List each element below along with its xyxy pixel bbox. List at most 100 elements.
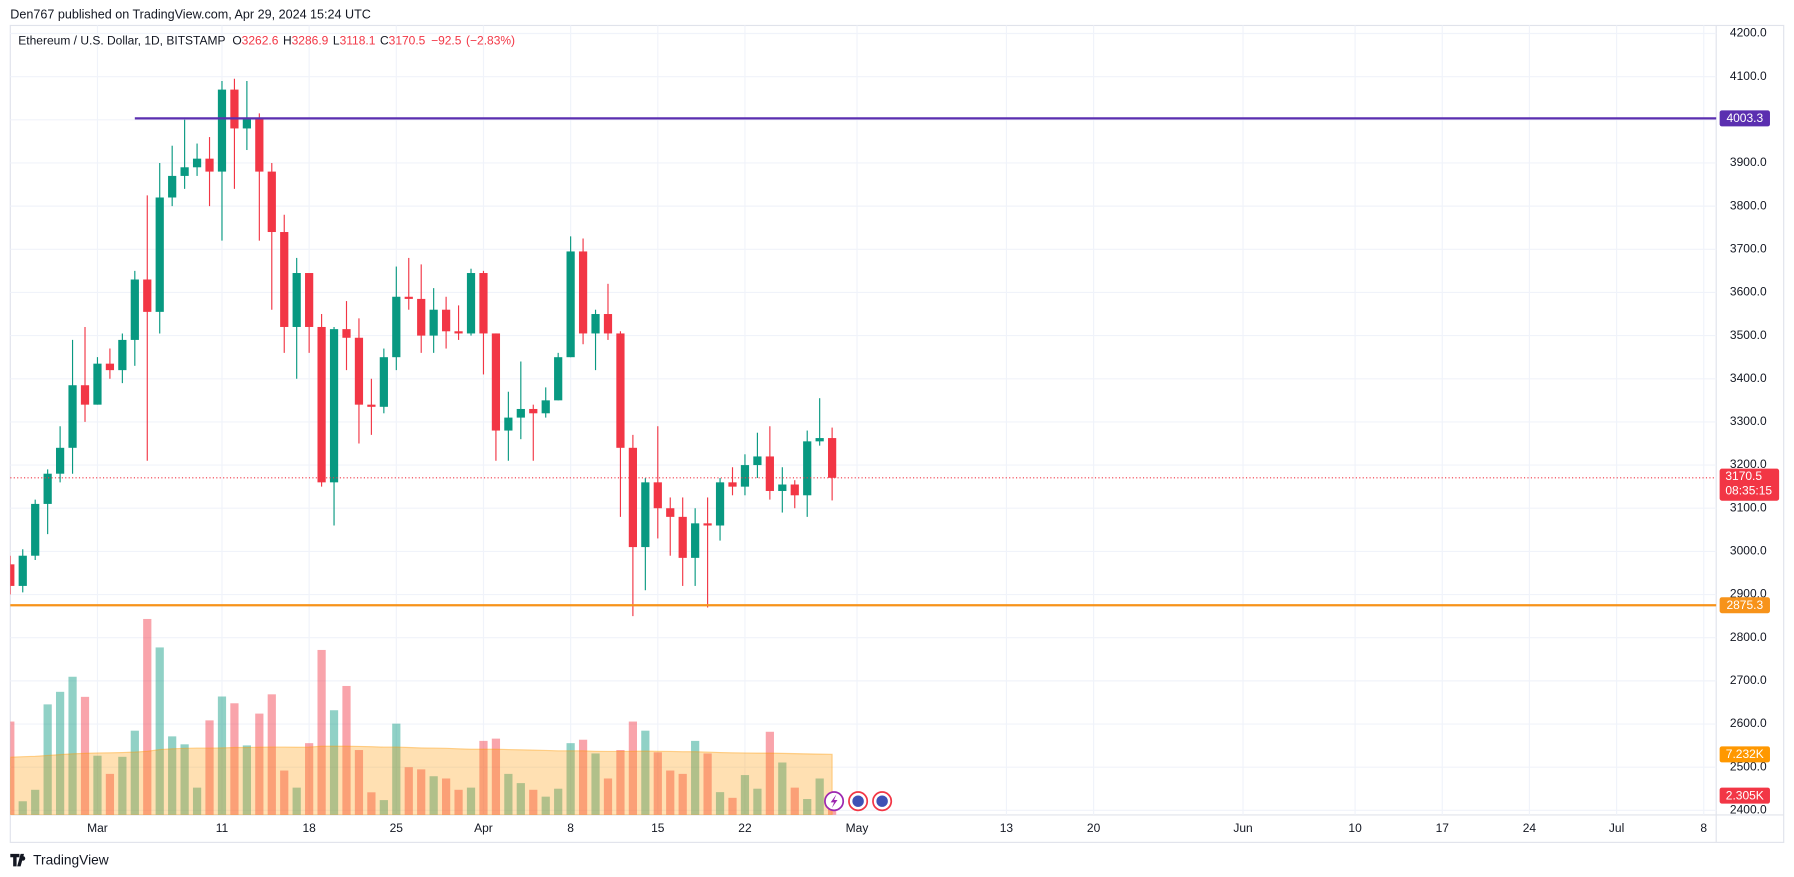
volume-bar	[529, 789, 538, 815]
volume-bar	[591, 753, 600, 815]
candle-body	[68, 385, 77, 448]
volume-bar	[653, 752, 662, 815]
x-tick-label: 15	[651, 821, 665, 835]
volume-bar	[255, 713, 264, 815]
volume-bar	[578, 739, 588, 815]
logo[interactable]	[10, 853, 26, 867]
candle-body	[691, 523, 700, 558]
y-tick-label: 2400.0	[1730, 803, 1767, 817]
countdown: 08:35:15	[1725, 484, 1772, 498]
overlays: 4003.3 2875.3 3170.508:35:15 7.232K 2.305K	[10, 110, 1780, 804]
volume-bar	[317, 649, 326, 815]
volume-bar	[728, 797, 737, 815]
candle-body	[491, 333, 501, 431]
legend-value: 3262.6	[242, 34, 279, 48]
y-tick-label: 2800.0	[1730, 630, 1767, 644]
x-tick-label: 8	[1700, 821, 1707, 835]
y-tick-label: 2700.0	[1730, 673, 1767, 687]
volume-bar	[491, 738, 501, 815]
candle-body	[529, 408, 538, 414]
candle-body	[379, 357, 388, 407]
volume-bar	[180, 744, 189, 815]
volume-bar	[616, 750, 625, 815]
candle-body	[753, 456, 762, 466]
candle-body	[143, 279, 152, 312]
legend-letter: H	[283, 34, 292, 48]
volume-bar	[417, 769, 426, 815]
candle-body	[317, 326, 326, 483]
x-tick-label: 13	[1000, 821, 1014, 835]
volume-bar	[554, 788, 563, 815]
level-label-box	[1719, 597, 1770, 614]
candle-body	[803, 441, 812, 496]
y-tick-label: 4200.0	[1730, 26, 1767, 40]
volume-bar	[217, 696, 227, 815]
volume-bar	[43, 704, 52, 815]
volume-bar	[143, 618, 152, 815]
candle-body	[715, 482, 725, 526]
legend-letter: O	[232, 34, 241, 48]
candle-body	[55, 447, 65, 474]
candle-body	[205, 158, 214, 172]
candle-body	[155, 197, 164, 312]
x-tick-label: 25	[390, 821, 404, 835]
volume-bar	[404, 767, 413, 815]
legend: Ethereum / U.S. Dollar, 1D, BITSTAMP O326…	[18, 34, 515, 48]
frame	[9, 24, 1785, 843]
legend-value: 3118.1	[340, 34, 376, 48]
candle-body	[255, 117, 264, 172]
y-tick-label: 3100.0	[1730, 500, 1767, 514]
candle-body	[628, 447, 637, 548]
volume-bar	[192, 787, 202, 815]
volume-bar	[641, 730, 650, 815]
candle-body	[367, 404, 376, 407]
last-price-box	[1719, 468, 1780, 501]
candle-body	[653, 482, 662, 509]
y-tick-label: 3900.0	[1730, 155, 1767, 169]
volume-bar	[691, 740, 700, 815]
volume-pane	[10, 618, 837, 815]
volume-bar	[703, 753, 712, 815]
x-tick-label: Mar	[87, 821, 108, 835]
volume-bar	[778, 762, 787, 815]
y-tick-label: 3400.0	[1730, 371, 1767, 385]
candle-body	[728, 482, 737, 487]
candle-body	[740, 465, 750, 487]
legend-letter: L	[333, 34, 340, 48]
x-tick-label: 18	[302, 821, 316, 835]
y-tick-label: 3600.0	[1730, 285, 1767, 299]
volume-bar	[429, 776, 438, 815]
volume-bar	[392, 723, 401, 815]
volume-bar	[466, 787, 476, 815]
candle-body	[591, 314, 600, 334]
volume-bar	[628, 721, 637, 815]
candle-body	[80, 385, 90, 405]
x-tick-label: May	[846, 821, 869, 835]
candle-body	[666, 508, 675, 517]
y-tick-label: 3700.0	[1730, 241, 1767, 255]
volume-bar	[18, 801, 27, 815]
candle-body	[130, 279, 139, 340]
candle-body	[616, 333, 625, 448]
last-price-label: 3170.5	[1725, 469, 1762, 483]
candle-body	[168, 175, 177, 198]
volume-bar	[442, 778, 451, 815]
candle-body	[603, 314, 613, 334]
event-glyph	[876, 795, 888, 807]
volume-bar	[753, 788, 762, 815]
footer[interactable]: TradingView	[33, 852, 109, 867]
legend-value: 3286.9	[292, 34, 329, 48]
volume-bar	[815, 778, 824, 815]
volume-bar	[566, 743, 575, 815]
candle-body	[815, 438, 824, 442]
level-label: 2875.3	[1726, 598, 1763, 612]
x-tick-label: Apr	[474, 821, 493, 835]
event-glyph	[830, 794, 838, 809]
x-tick-label: 10	[1348, 821, 1362, 835]
volume-bar	[155, 647, 164, 815]
candle-body	[554, 357, 563, 401]
y-tick-label: 3200.0	[1730, 457, 1767, 471]
